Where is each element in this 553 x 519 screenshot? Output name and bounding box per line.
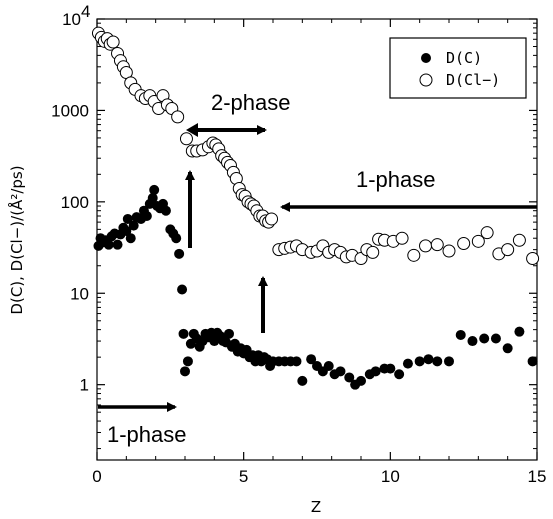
data-point-c [423, 354, 434, 365]
data-point-c [297, 375, 308, 386]
y-tick-label: 100 [61, 193, 89, 212]
data-point-c [180, 366, 190, 377]
data-point-c [224, 328, 234, 339]
legend-marker-filled [421, 53, 431, 63]
data-point-cl [106, 35, 120, 49]
x-tick-label: 5 [239, 467, 248, 486]
data-point-cl [501, 243, 515, 257]
data-point-c [432, 356, 443, 367]
data-point-cl [179, 132, 193, 146]
data-point-c [121, 225, 132, 236]
data-point-c [370, 366, 381, 377]
data-point-c [356, 375, 366, 386]
series-cl-open-circles [91, 26, 540, 266]
y-tick-label: 1000 [51, 101, 89, 120]
data-point-cl [457, 237, 471, 251]
data-point-c [490, 333, 501, 344]
x-axis-label: Z [311, 498, 321, 516]
data-point-c [125, 233, 136, 244]
data-point-c [149, 184, 160, 195]
data-point-cl [480, 226, 494, 240]
y-tick-exponent: 4 [81, 2, 90, 21]
data-point-cl [430, 238, 444, 252]
data-point-c [112, 239, 123, 250]
data-point-c [177, 284, 188, 295]
data-point-cl [395, 231, 409, 245]
legend-marker-open [419, 73, 433, 87]
annotation-one-phase-lower: 1-phase [107, 422, 187, 447]
data-point-c [479, 333, 490, 344]
y-tick-label: 1 [80, 376, 89, 395]
data-point-c [402, 358, 413, 369]
data-point-cl [442, 244, 456, 258]
data-point-c [122, 213, 133, 224]
data-point-cl [512, 233, 526, 247]
data-point-c [467, 336, 478, 347]
data-point-cl [419, 239, 433, 253]
data-point-c [171, 233, 182, 244]
data-point-c [514, 326, 525, 337]
data-point-cl [171, 110, 185, 124]
data-point-c [174, 248, 185, 259]
annotation-one-phase-upper: 1-phase [356, 167, 436, 192]
data-point-c [291, 356, 302, 367]
data-point-cl [354, 252, 368, 266]
data-point-c [527, 356, 538, 367]
annotations: 2-phase 1-phase 1-phase [98, 90, 537, 447]
y-tick-label: 10 [70, 284, 89, 303]
data-point-c [306, 354, 317, 365]
data-point-cl [407, 248, 421, 262]
data-point-c [385, 363, 396, 374]
data-point-cl [366, 245, 380, 259]
data-point-c [444, 356, 454, 367]
data-point-c [160, 205, 171, 216]
data-point-cl [265, 212, 279, 226]
data-point-cl [471, 234, 485, 248]
y-tick-label: 10 [62, 10, 81, 29]
data-point-cl [526, 252, 540, 266]
y-axis-label: D(C), D(Cl−)/(Å²/ps) [7, 165, 26, 314]
x-tick-label: 15 [528, 467, 547, 486]
data-point-c [414, 356, 425, 367]
x-tick-label: 10 [381, 467, 400, 486]
annotation-two-phase: 2-phase [211, 90, 291, 115]
data-point-c [178, 328, 189, 339]
legend: D(C) D(Cl−) [389, 37, 527, 99]
data-point-c [335, 366, 346, 377]
legend-box [389, 37, 527, 99]
data-point-c [394, 369, 405, 380]
series-c-filled-circles [93, 184, 538, 390]
data-point-c [103, 239, 114, 250]
data-point-c [344, 372, 355, 383]
x-axis: 0 5 10 15 [92, 19, 546, 486]
legend-label-c: D(C) [446, 49, 482, 67]
data-point-c [141, 211, 152, 222]
data-point-c [502, 343, 513, 354]
legend-label-cl: D(Cl−) [446, 71, 500, 89]
data-point-c [455, 329, 466, 340]
two-phase-arrow-left-head [186, 123, 198, 137]
data-point-c [147, 193, 158, 204]
data-point-c [182, 356, 193, 367]
x-tick-label: 0 [92, 467, 101, 486]
data-point-c [323, 361, 334, 372]
data-point-c [128, 220, 139, 231]
